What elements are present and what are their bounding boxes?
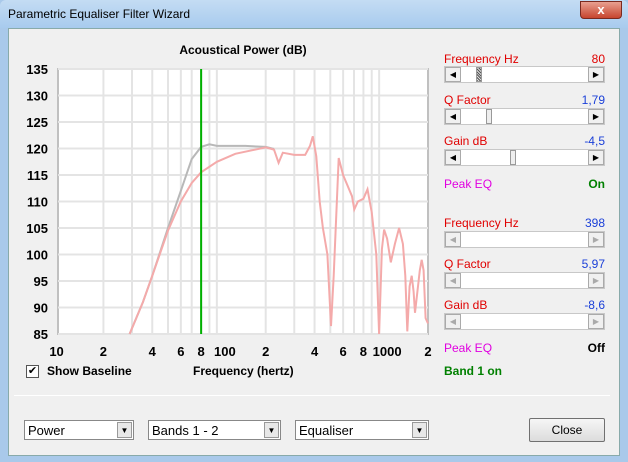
y-tick-label: 130 [26, 89, 48, 104]
x-tick-label: 2 [100, 344, 107, 358]
y-tick-label: 85 [34, 327, 48, 342]
band1-frequency-slider[interactable]: ◀ ▶ [444, 66, 605, 83]
x-tick-label: 10 [49, 344, 63, 358]
filter-type-select[interactable]: Equaliser ▼ [295, 420, 429, 440]
chevron-down-icon[interactable]: ▼ [412, 422, 427, 438]
band1-q-slider[interactable]: ◀ ▶ [444, 108, 605, 125]
x-tick-label: 2 [262, 344, 269, 358]
chevron-down-icon[interactable]: ▼ [117, 422, 132, 438]
y-tick-label: 90 [34, 301, 48, 316]
y-tick-label: 120 [26, 142, 48, 157]
y-tick-label: 105 [26, 221, 48, 236]
bands-select-value: Bands 1 - 2 [152, 423, 219, 438]
band2-q-value: 5,97 [581, 257, 605, 271]
x-tick-label: 100 [214, 344, 236, 358]
x-tick-label: 8 [360, 344, 367, 358]
title-bar: Parametric Equaliser Filter Wizard x [0, 0, 628, 28]
band2-q-slider[interactable]: ◀ ▶ [444, 272, 605, 289]
view-select[interactable]: Power ▼ [24, 420, 134, 440]
band1-frequency-value: 80 [591, 52, 605, 66]
x-axis-label: Frequency (hertz) [193, 364, 294, 378]
band1-gain-value: -4,5 [584, 134, 605, 148]
show-baseline-checkbox[interactable]: ✔ [26, 365, 39, 378]
divider [14, 395, 610, 396]
band2-q-label: Q Factor [444, 257, 491, 271]
x-tick-label: 6 [177, 344, 184, 358]
band1-state[interactable]: On [588, 177, 605, 191]
x-tick-label: 2 [424, 344, 431, 358]
show-baseline-label: Show Baseline [47, 364, 132, 378]
band-status: Band 1 on [444, 364, 503, 378]
band1-type-label[interactable]: Peak EQ [444, 177, 493, 191]
band2-state[interactable]: Off [587, 341, 605, 355]
bands-select[interactable]: Bands 1 - 2 ▼ [148, 420, 281, 440]
y-tick-label: 115 [27, 168, 48, 183]
close-button[interactable]: Close [529, 418, 605, 442]
y-tick-label: 110 [27, 195, 48, 210]
band1-q-value: 1,79 [581, 93, 605, 107]
frequency-chart: Acoustical Power (dB) 85 90 95 100 105 110 115… [26, 43, 431, 358]
band2-frequency-label: Frequency Hz [444, 216, 519, 230]
y-tick-label: 95 [34, 274, 48, 289]
band2-frequency-value: 398 [584, 216, 605, 230]
band1-frequency-label: Frequency Hz [444, 52, 519, 66]
x-tick-label: 8 [198, 344, 205, 358]
band1-gain-slider[interactable]: ◀ ▶ [444, 149, 605, 166]
window-title: Parametric Equaliser Filter Wizard [8, 7, 191, 21]
equalised-curve [128, 136, 429, 335]
chart-title: Acoustical Power (dB) [179, 43, 306, 57]
band2-type-label[interactable]: Peak EQ [444, 341, 493, 355]
close-window-button[interactable]: x [580, 1, 622, 19]
band2-frequency-slider[interactable]: ◀ ▶ [444, 231, 605, 248]
chevron-down-icon[interactable]: ▼ [264, 422, 279, 438]
band2-gain-label: Gain dB [444, 298, 488, 312]
band1-gain-label: Gain dB [444, 134, 488, 148]
x-tick-label: 4 [311, 344, 319, 358]
y-tick-label: 100 [26, 248, 48, 263]
x-tick-label: 6 [340, 344, 347, 358]
y-tick-label: 125 [26, 115, 48, 130]
band2-gain-slider[interactable]: ◀ ▶ [444, 313, 605, 330]
x-tick-label: 1000 [373, 344, 402, 358]
y-tick-label: 135 [26, 62, 48, 77]
view-select-value: Power [28, 423, 65, 438]
band2-gain-value: -8,6 [584, 298, 605, 312]
filter-type-select-value: Equaliser [299, 423, 354, 438]
x-tick-label: 4 [149, 344, 157, 358]
band1-q-label: Q Factor [444, 93, 491, 107]
